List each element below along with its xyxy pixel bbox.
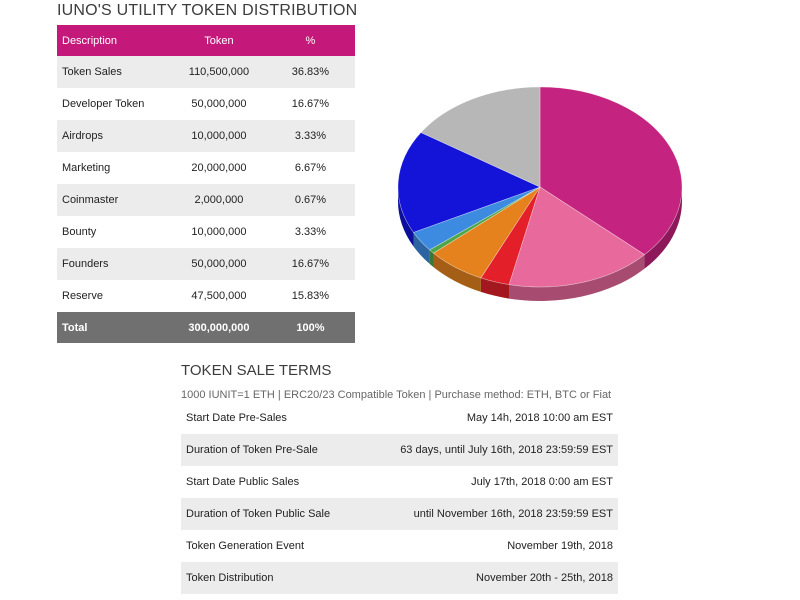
pie-slice-token-sales: [539, 86, 683, 256]
table-row: Marketing 20,000,000 6.67%: [57, 152, 355, 184]
term-label: Start Date Pre-Sales: [181, 402, 360, 434]
row-percent: 16.67%: [265, 248, 355, 280]
table-row: Coinmaster 2,000,000 0.67%: [57, 184, 355, 216]
row-description: Bounty: [57, 216, 173, 248]
row-description: Airdrops: [57, 120, 173, 152]
term-label: Token Distribution: [181, 562, 360, 594]
row-token: 47,500,000: [172, 280, 266, 312]
pie-side-token-sales: [644, 187, 682, 269]
table-row: Reserve 47,500,000 15.83%: [57, 280, 355, 312]
distribution-table: Description Token % Token Sales 110,500,…: [57, 25, 355, 343]
row-percent: 3.33%: [265, 216, 355, 248]
distribution-pie-chart: [397, 86, 683, 301]
pie-side-marketing: [433, 253, 481, 292]
term-value: July 17th, 2018 0:00 am EST: [359, 466, 618, 498]
table-row: Founders 50,000,000 16.67%: [57, 248, 355, 280]
row-percent: 6.67%: [265, 152, 355, 184]
distribution-header-row: Description Token %: [57, 25, 355, 56]
table-row: Airdrops 10,000,000 3.33%: [57, 120, 355, 152]
row-token: 50,000,000: [172, 88, 266, 120]
term-label: Token Generation Event: [181, 530, 360, 562]
table-row: Start Date Pre-Sales May 14h, 2018 10:00…: [181, 402, 618, 434]
pie-side-founders: [398, 187, 414, 247]
term-value: until November 16th, 2018 23:59:59 EST: [359, 498, 618, 530]
total-percent: 100%: [265, 312, 355, 343]
row-description: Developer Token: [57, 88, 173, 120]
row-percent: 36.83%: [265, 56, 355, 88]
table-row: Token Generation Event November 19th, 20…: [181, 530, 618, 562]
row-token: 110,500,000: [172, 56, 266, 88]
row-token: 10,000,000: [172, 120, 266, 152]
row-token: 2,000,000: [172, 184, 266, 216]
row-token: 20,000,000: [172, 152, 266, 184]
table-row: Start Date Public Sales July 17th, 2018 …: [181, 466, 618, 498]
pie-side-airdrops: [480, 277, 510, 299]
terms-title: TOKEN SALE TERMS: [181, 362, 332, 379]
row-description: Token Sales: [57, 56, 173, 88]
total-token: 300,000,000: [172, 312, 266, 343]
term-value: 63 days, until July 16th, 2018 23:59:59 …: [359, 434, 618, 466]
total-row: Total 300,000,000 100%: [57, 312, 355, 343]
pie-side-coinmaster: [429, 249, 434, 268]
table-row: Developer Token 50,000,000 16.67%: [57, 88, 355, 120]
pie-slice-reserve: [420, 86, 541, 188]
header-token: Token: [172, 25, 266, 56]
row-percent: 0.67%: [265, 184, 355, 216]
row-percent: 16.67%: [265, 88, 355, 120]
term-value: November 20th - 25th, 2018: [359, 562, 618, 594]
table-row: Token Distribution November 20th - 25th,…: [181, 562, 618, 594]
term-label: Duration of Token Public Sale: [181, 498, 360, 530]
pie-slice-developer-token: [508, 186, 646, 288]
row-description: Reserve: [57, 280, 173, 312]
row-percent: 3.33%: [265, 120, 355, 152]
table-row: Token Sales 110,500,000 36.83%: [57, 56, 355, 88]
header-description: Description: [57, 25, 173, 56]
table-row: Bounty 10,000,000 3.33%: [57, 216, 355, 248]
row-description: Coinmaster: [57, 184, 173, 216]
row-description: Founders: [57, 248, 173, 280]
row-token: 50,000,000: [172, 248, 266, 280]
table-row: Duration of Token Public Sale until Nove…: [181, 498, 618, 530]
term-value: November 19th, 2018: [359, 530, 618, 562]
term-label: Start Date Public Sales: [181, 466, 360, 498]
header-percent: %: [265, 25, 355, 56]
row-percent: 15.83%: [265, 280, 355, 312]
table-row: Duration of Token Pre-Sale 63 days, unti…: [181, 434, 618, 466]
pie-side-bounty: [413, 232, 430, 264]
distribution-title: IUNO'S UTILITY TOKEN DISTRIBUTION: [57, 2, 358, 19]
terms-table: Start Date Pre-Sales May 14h, 2018 10:00…: [181, 402, 618, 594]
term-value: May 14h, 2018 10:00 am EST: [359, 402, 618, 434]
term-label: Duration of Token Pre-Sale: [181, 434, 360, 466]
row-token: 10,000,000: [172, 216, 266, 248]
row-description: Marketing: [57, 152, 173, 184]
pie-slice-founders: [397, 132, 541, 233]
pie-side-developer-token: [509, 254, 645, 301]
terms-subline: 1000 IUNIT=1 ETH | ERC20/23 Compatible T…: [181, 389, 612, 401]
total-label: Total: [57, 312, 173, 343]
